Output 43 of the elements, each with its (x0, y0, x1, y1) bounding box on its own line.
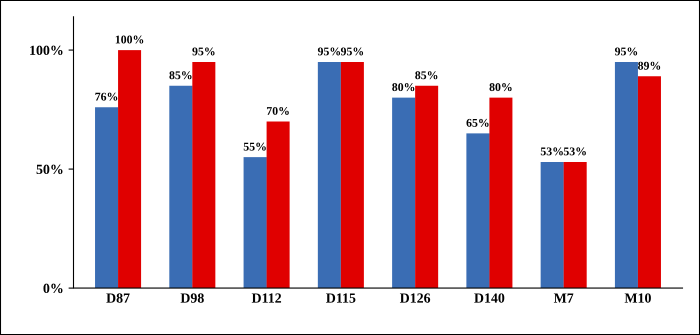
data-label: 85% (415, 71, 438, 80)
x-tick-label: D126 (400, 293, 430, 303)
y-tick-label: 100% (30, 46, 62, 56)
x-tick-label: D98 (180, 293, 204, 303)
bar (564, 162, 587, 288)
data-label: 55% (244, 142, 266, 151)
bar (192, 62, 216, 288)
bar (95, 107, 118, 288)
data-label: 53% (564, 147, 586, 156)
x-tick-label: M7 (554, 294, 574, 303)
data-label: 80% (392, 83, 414, 92)
data-label: 76% (95, 92, 118, 101)
bar (266, 121, 290, 288)
bar (340, 62, 364, 288)
data-label: 80% (490, 83, 512, 92)
data-label: 89% (638, 62, 660, 70)
bar (169, 86, 192, 288)
data-label: 100% (116, 36, 144, 44)
x-tick-label: D87 (106, 293, 130, 303)
x-tick-label: D140 (474, 293, 504, 303)
data-label: 65% (466, 118, 489, 127)
bar (614, 62, 638, 288)
data-label: 95% (318, 47, 340, 56)
bar (318, 62, 341, 288)
data-label: 53% (540, 147, 563, 156)
x-tick-label: M10 (624, 293, 651, 303)
y-tick-label: 0% (43, 284, 62, 294)
y-tick-label: 50% (36, 164, 62, 174)
bar (638, 76, 661, 288)
data-label: 95% (614, 47, 638, 56)
bar (466, 133, 490, 288)
data-label: 70% (266, 106, 289, 115)
bar (415, 86, 438, 288)
bar (118, 50, 142, 288)
data-label: 85% (169, 71, 192, 80)
bar (489, 98, 512, 288)
data-label: 95% (340, 47, 364, 56)
x-tick-label: D115 (326, 293, 356, 303)
bar (244, 157, 267, 288)
bar (392, 98, 416, 288)
bar (540, 162, 564, 288)
data-label: 95% (192, 47, 215, 56)
x-tick-label: D112 (252, 293, 282, 303)
